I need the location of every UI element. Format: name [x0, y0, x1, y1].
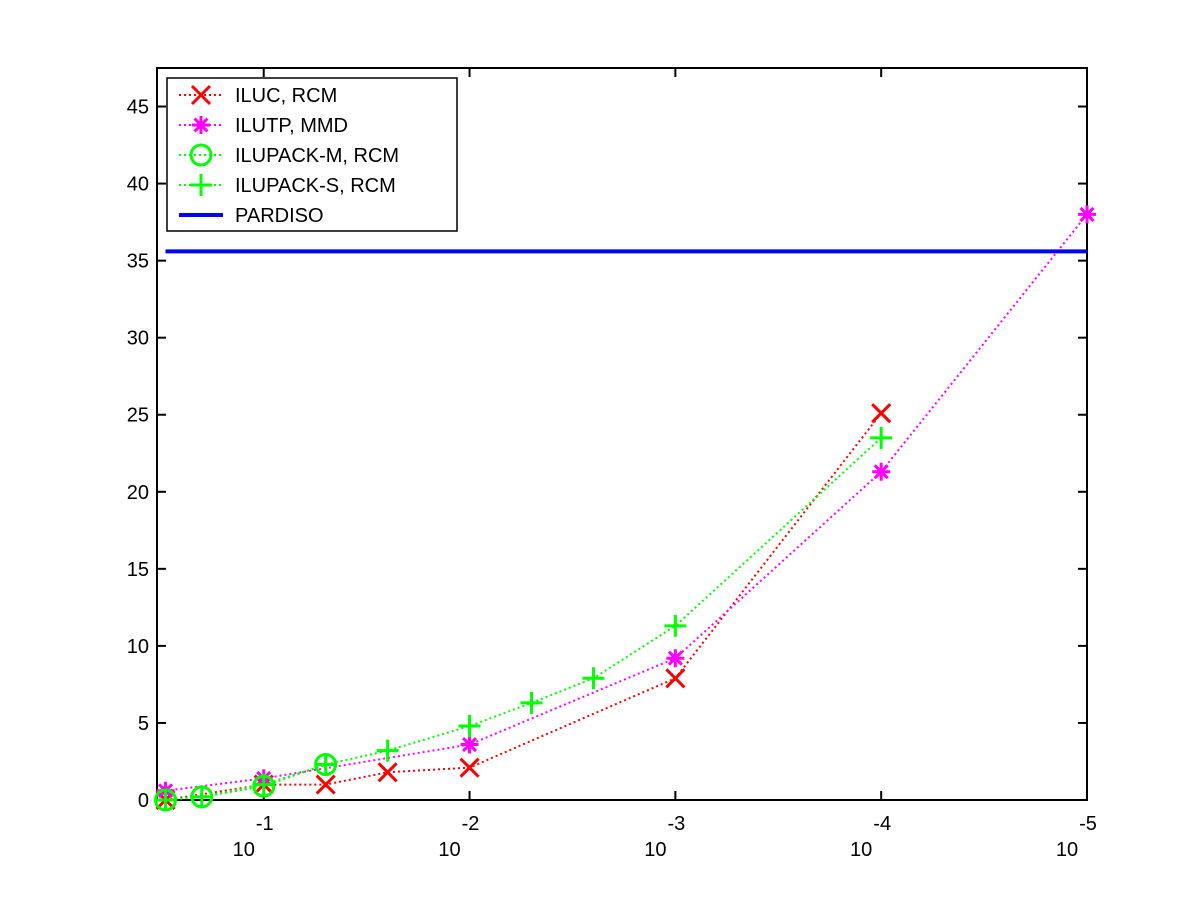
- data-point-3: [314, 753, 337, 776]
- y-tick-label: 20: [127, 482, 149, 504]
- legend: ILUC, RCM ILUTP, MMD ILUPACK-M, RCM ILUPACK…: [166, 77, 458, 232]
- data-point-1: [666, 649, 685, 668]
- y-tick-label: 45: [127, 97, 149, 119]
- data-point-3: [582, 667, 605, 690]
- data-point-1: [1078, 205, 1096, 224]
- legend-marker-0: [190, 84, 212, 106]
- y-tick-label: 15: [127, 559, 149, 581]
- data-point-3: [664, 614, 687, 637]
- data-point-3: [520, 691, 543, 714]
- x-tick-label-exponent: -2: [462, 813, 480, 835]
- legend-label-3: ILUPACK-S, RCM: [235, 175, 396, 197]
- data-point-3: [870, 426, 893, 449]
- data-point-0: [871, 403, 892, 424]
- legend-marker-3: [190, 174, 212, 196]
- legend-label-0: ILUC, RCM: [235, 85, 337, 107]
- x-tick-label-base: 10: [438, 839, 460, 861]
- series-markers: [154, 205, 1096, 812]
- legend-label-1: ILUTP, MMD: [235, 115, 348, 137]
- x-tick-label-exponent: -4: [873, 813, 891, 835]
- x-tick-label-base: 10: [233, 839, 255, 861]
- legend-label-4: PARDISO: [235, 205, 324, 227]
- data-point-3: [252, 773, 275, 796]
- y-tick-label: 5: [138, 713, 149, 735]
- data-point-1: [460, 735, 479, 754]
- x-tick-label-base: 10: [1056, 839, 1078, 861]
- legend-marker-1: [192, 116, 210, 134]
- legend-marker-2: [189, 143, 213, 167]
- x-tick-label-base: 10: [850, 839, 872, 861]
- data-point-3: [190, 785, 213, 808]
- x-tick-label-exponent: -5: [1079, 813, 1097, 835]
- y-tick-label: 30: [127, 328, 149, 350]
- legend-label-2: ILUPACK-M, RCM: [235, 145, 399, 167]
- data-point-3: [458, 715, 481, 738]
- data-point-3: [376, 739, 399, 762]
- data-point-0: [665, 668, 686, 689]
- y-tick-label: 10: [127, 636, 149, 658]
- data-point-3: [154, 789, 177, 811]
- data-point-0: [377, 762, 398, 783]
- data-point-0: [459, 757, 480, 778]
- y-tick-label: 0: [138, 790, 149, 812]
- data-point-1: [872, 462, 891, 481]
- y-tick-label: 25: [127, 405, 149, 427]
- y-tick-label: 35: [127, 251, 149, 273]
- x-tick-label-exponent: -1: [256, 813, 274, 835]
- y-tick-label: 40: [127, 174, 149, 196]
- series-line-3: [165, 437, 882, 801]
- data-point-0: [315, 774, 336, 795]
- x-tick-label-exponent: -3: [667, 813, 685, 835]
- x-tick-label-base: 10: [644, 839, 666, 861]
